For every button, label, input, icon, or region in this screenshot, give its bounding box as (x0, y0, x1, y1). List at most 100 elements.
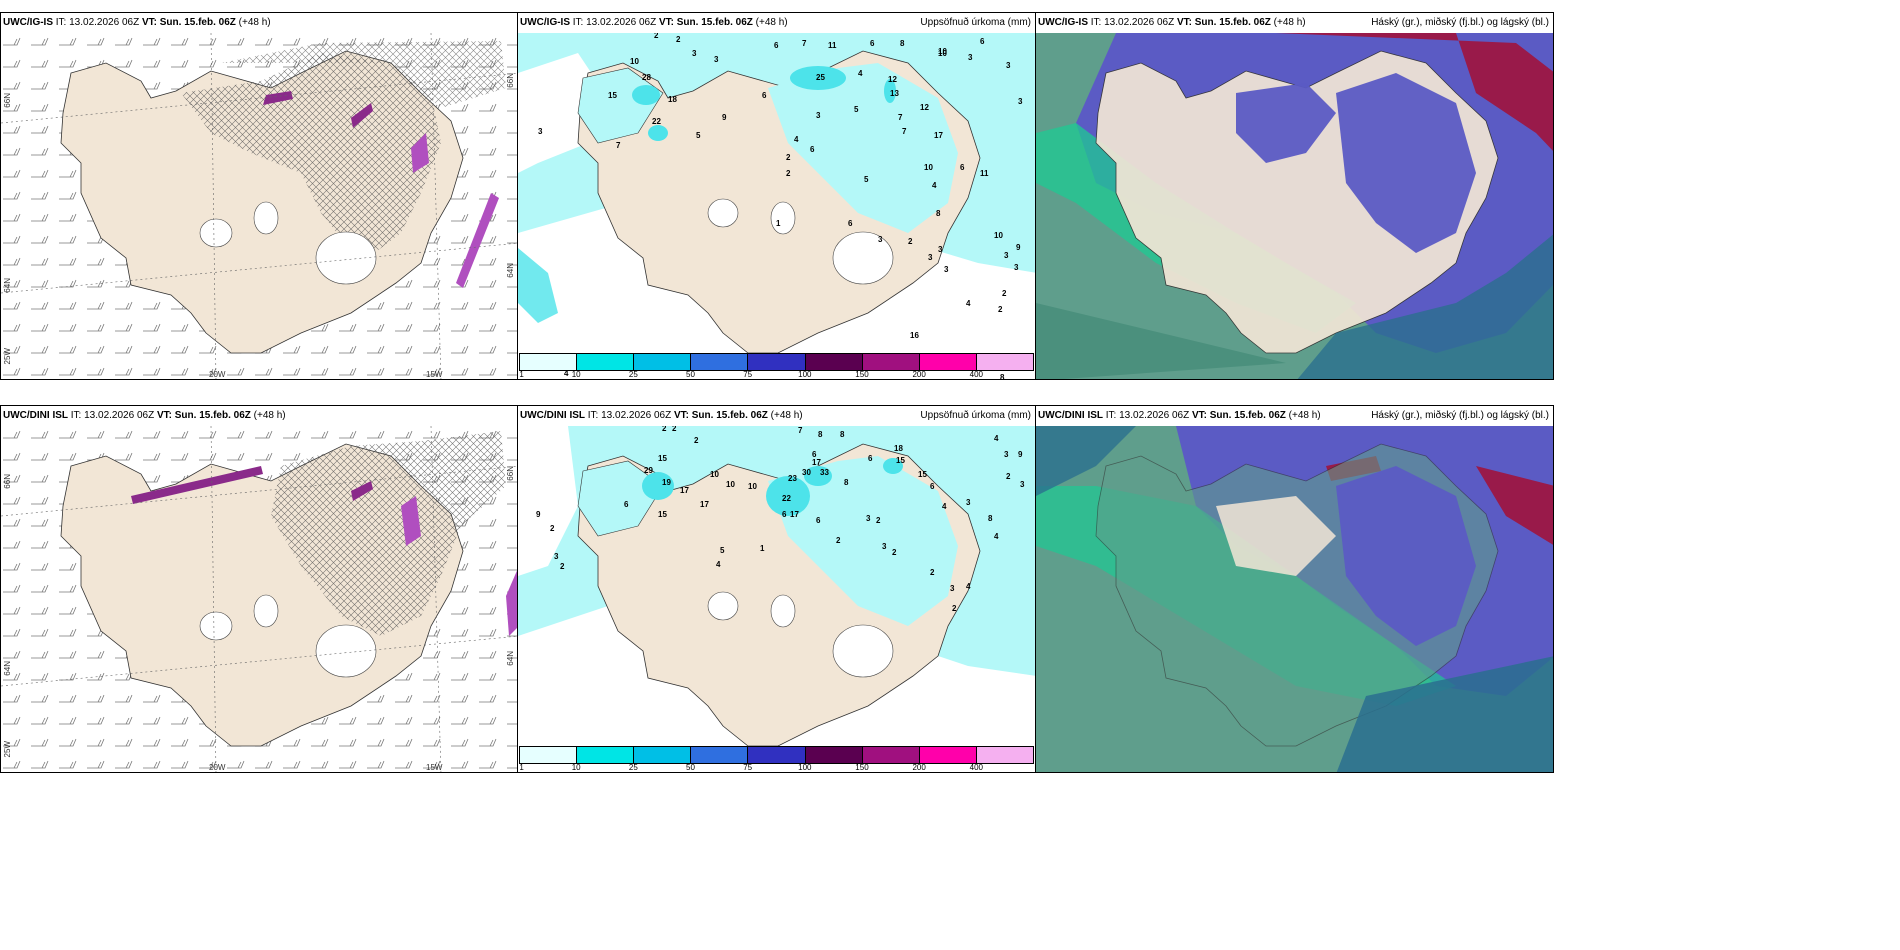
hatched-area (271, 431, 506, 636)
cb-tick: 400 (969, 370, 983, 379)
precip-colorbar (519, 746, 1034, 764)
precip-value-label: 13 (890, 89, 899, 98)
cb-tick: 150 (855, 370, 869, 379)
precip-value-label: 23 (788, 474, 797, 483)
cb-tick: 150 (855, 763, 869, 772)
lead-time: (+48 h) (1273, 17, 1306, 28)
precip-value-label: 19 (662, 478, 671, 487)
precip-value-label: 6 (930, 482, 935, 491)
precip-value-label: 17 (680, 486, 689, 495)
precip-value-label: 3 (1020, 480, 1025, 489)
precip-value-label: 3 (1018, 97, 1023, 106)
precip-value-label: 2 (694, 436, 699, 445)
precip-value-label: 22 (652, 117, 661, 126)
lead-time: (+48 h) (755, 17, 788, 28)
mid-cloud-patch (1336, 466, 1476, 646)
lat-label: 64N (3, 278, 12, 293)
colorbar-segment (805, 747, 863, 763)
colorbar-segment (805, 354, 863, 370)
cb-tick: 1 (519, 763, 524, 772)
precip-value-label: 33 (820, 468, 829, 477)
precip-value-label: 4 (994, 532, 999, 541)
precip-colorbar (519, 353, 1034, 371)
cb-tick: 25 (628, 370, 638, 379)
lat-label-right: 66N (506, 73, 515, 88)
precip-value-label: 4 (564, 369, 569, 378)
cb-tick: 75 (743, 370, 753, 379)
south-cloud (1336, 656, 1553, 772)
precip-streak (263, 91, 293, 105)
precip-value-label: 3 (554, 552, 559, 561)
init-time: IT: 13.02.2026 06Z (55, 17, 140, 28)
precip-value-label: 3 (1014, 263, 1019, 272)
precip-value-label: 6 (868, 454, 873, 463)
precip-title: Uppsöfnuð úrkoma (mm) (920, 17, 1031, 28)
precip-value-label: 2 (836, 536, 841, 545)
precip-value-label: 3 (968, 53, 973, 62)
colorbar-segment (748, 747, 806, 763)
cloud-title: Háský (gr.), miðský (fj.bl.) og lágský (… (1371, 17, 1549, 28)
glacier (199, 218, 233, 248)
precip-streak (351, 103, 373, 128)
precip-value-label: 4 (994, 434, 999, 443)
init-time: IT: 13.02.2026 06Z (587, 410, 672, 421)
wind-map-svg (1, 33, 517, 379)
colorbar-segment (748, 354, 806, 370)
cloud-map-svg (1036, 426, 1553, 772)
glacier (199, 611, 233, 641)
northwest-precip (577, 460, 664, 537)
precip-value-label: 17 (934, 131, 943, 140)
precip-value-label: 8 (1000, 373, 1005, 380)
colorbar-ticks: 1 10 25 50 75 100 150 200 400 (519, 370, 1034, 379)
precip-value-label: 2 (876, 516, 881, 525)
colorbar-segment (919, 747, 977, 763)
precip-value-label: 18 (894, 444, 903, 453)
colorbar-segment (691, 354, 749, 370)
panel-header: UWC/DINI ISL IT: 13.02.2026 06Z VT: Sun.… (1, 406, 517, 426)
init-time: IT: 13.02.2026 06Z (1090, 17, 1175, 28)
precip-map (518, 33, 1035, 379)
panel-header: UWC/IG-IS IT: 13.02.2026 06Z VT: Sun. 15… (1036, 13, 1553, 33)
south-cloud (1297, 234, 1553, 379)
panel-header: UWC/IG-IS IT: 13.02.2026 06Z VT: Sun. 15… (518, 13, 1035, 33)
lat-label: 66N (3, 474, 12, 489)
cb-tick: 200 (912, 370, 926, 379)
colorbar-segment (634, 747, 692, 763)
lat-label-right: 64N (506, 263, 515, 278)
nw-cloud (1036, 426, 1136, 496)
cb-tick: 50 (686, 370, 695, 379)
colorbar-segment (976, 354, 1033, 370)
precip-value-label: 3 (928, 253, 933, 262)
precip-value-label: 3 (1006, 61, 1011, 70)
precip-max (804, 466, 832, 486)
init-time: IT: 13.02.2026 06Z (572, 17, 657, 28)
precip-value-label: 8 (840, 430, 845, 439)
precip-value-label: 3 (938, 245, 943, 254)
precip-value-label: 6 (870, 39, 875, 48)
cb-tick: 10 (571, 370, 581, 379)
precip-value-label: 12 (888, 75, 897, 84)
lon-label: 15W (426, 370, 443, 379)
precip-value-label: 8 (818, 430, 823, 439)
lat-label: 66N (3, 93, 12, 108)
precip-value-label: 22 (782, 494, 791, 503)
precip-value-label: 3 (944, 265, 949, 274)
precip-value-label: 7 (898, 113, 903, 122)
precip-value-label: 25 (816, 73, 825, 82)
colorbar-segment (634, 354, 692, 370)
precip-value-label: 15 (918, 470, 927, 479)
precip-value-label: 3 (878, 235, 883, 244)
precip-value-label: 6 (810, 145, 815, 154)
lead-time: (+48 h) (770, 410, 803, 421)
wind-map (1, 426, 517, 772)
precip-value-label: 17 (790, 510, 799, 519)
precip-value-label: 6 (782, 510, 787, 519)
precip-value-label: 6 (960, 163, 965, 172)
precip-streak (351, 481, 373, 501)
precip-value-label: 6 (624, 500, 629, 509)
precip-value-label: 8 (844, 478, 849, 487)
colorbar-segment (577, 747, 635, 763)
precip-streak (411, 133, 429, 173)
precip-value-label: 7 (616, 141, 621, 150)
